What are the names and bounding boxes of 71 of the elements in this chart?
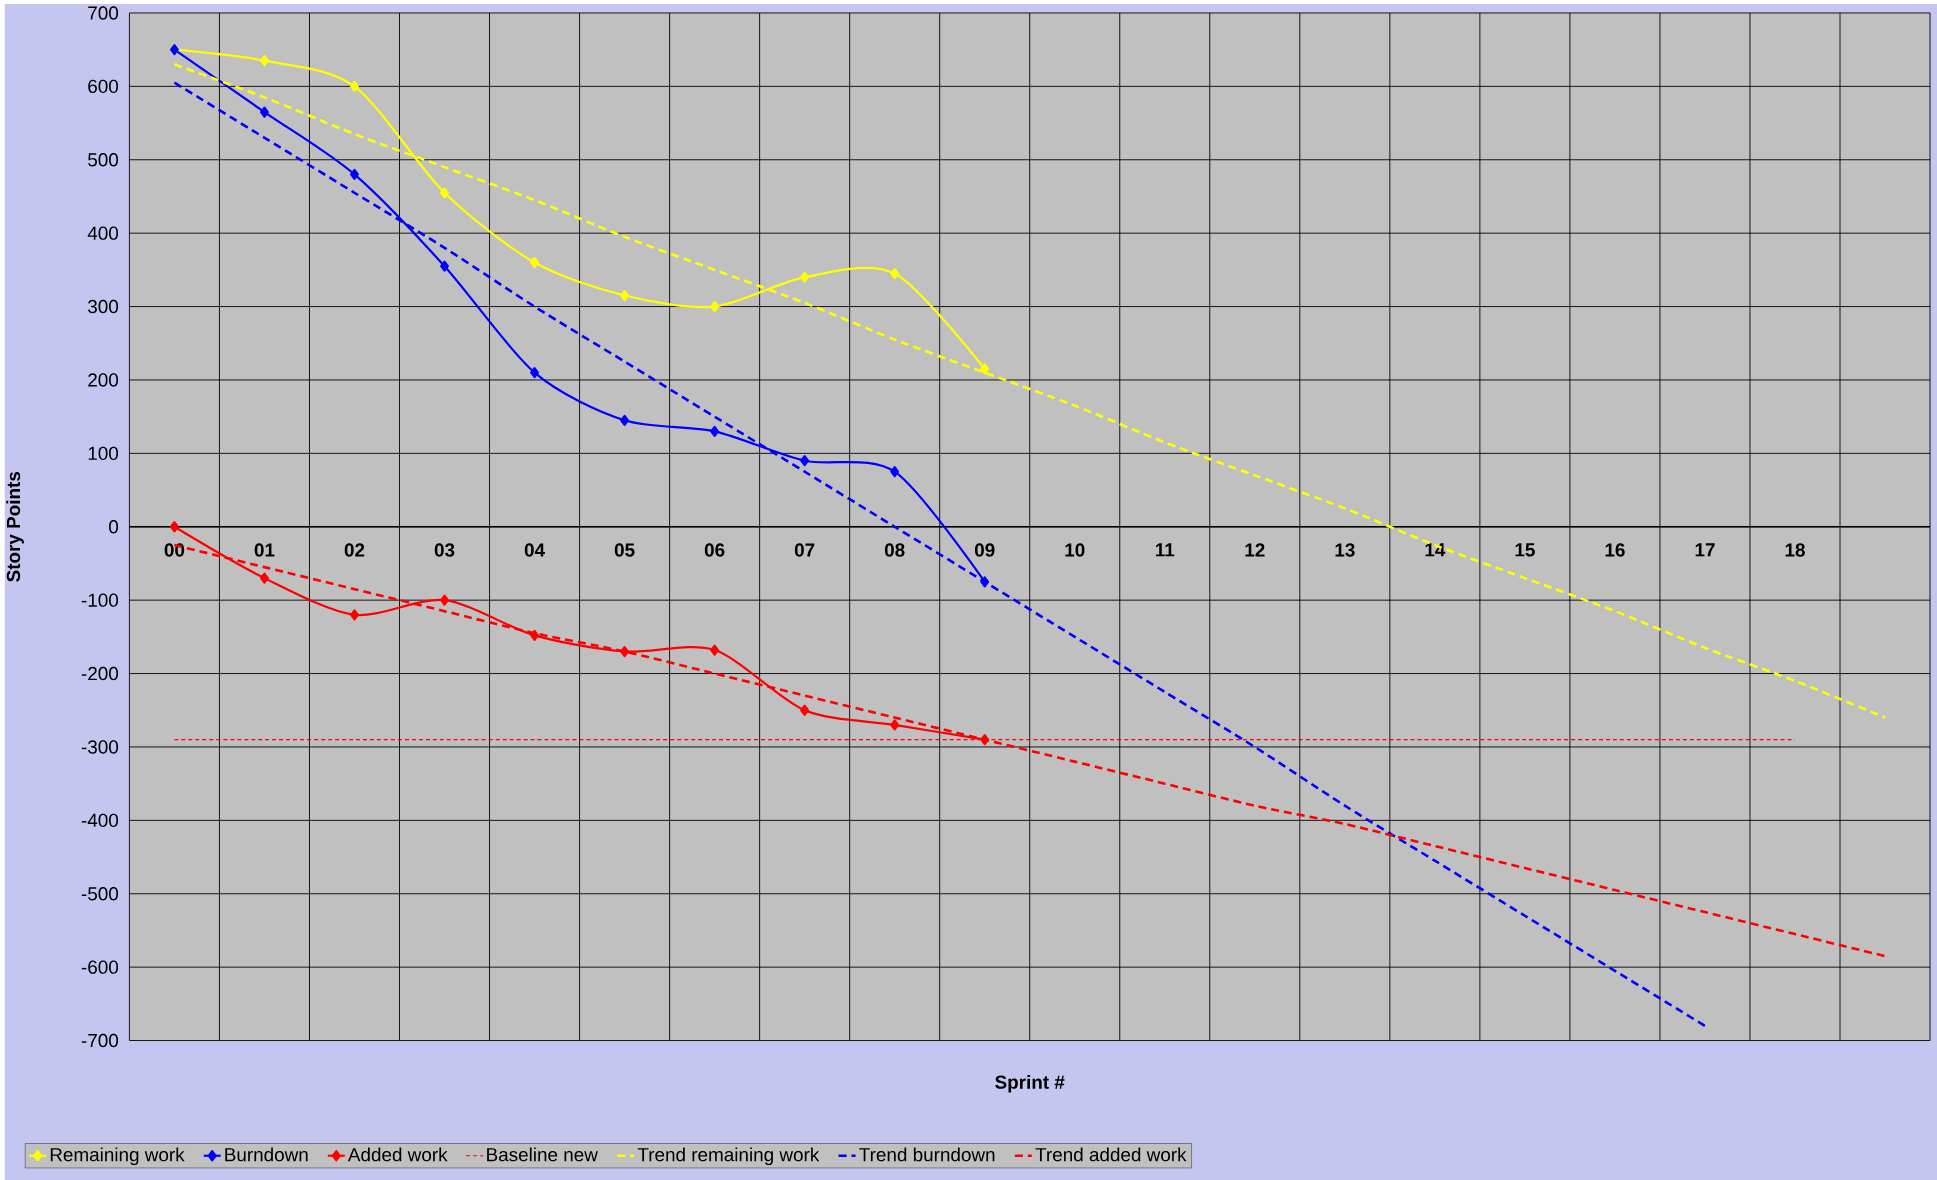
- point: [710, 644, 720, 656]
- point: [350, 80, 359, 92]
- point: [530, 629, 540, 641]
- x-tick-label: 11: [1155, 543, 1175, 557]
- y-tick-label: 100: [88, 446, 119, 460]
- point: [980, 363, 990, 375]
- x-tick-label: 09: [974, 543, 995, 557]
- y-tick-label: -100: [81, 593, 119, 607]
- x-tick-label: 03: [434, 543, 455, 557]
- point: [169, 521, 179, 533]
- point: [800, 455, 810, 467]
- x-tick-label: 06: [704, 543, 725, 557]
- legend-label: Trend added work: [1035, 1147, 1187, 1162]
- legend-label: Baseline new: [487, 1147, 598, 1162]
- point: [259, 572, 269, 584]
- x-tick-label: 02: [344, 543, 365, 557]
- point: [710, 425, 720, 437]
- legend-label: Trend burndown: [859, 1147, 995, 1162]
- x-tick-label: 01: [254, 543, 275, 557]
- point: [259, 106, 269, 118]
- y-tick-label: -500: [81, 886, 119, 901]
- point: [980, 733, 990, 746]
- legend-label: Trend remaining work: [637, 1147, 820, 1165]
- x-tick-label: 12: [1245, 543, 1265, 557]
- x-tick-label: 07: [794, 543, 815, 557]
- y-tick-label: 500: [88, 152, 119, 167]
- y-tick-label: 300: [88, 299, 119, 314]
- x-tick-label: 18: [1785, 543, 1805, 557]
- x-tick-label: 10: [1065, 543, 1085, 557]
- point: [620, 645, 630, 658]
- x-tick-label: 13: [1335, 543, 1355, 557]
- point: [620, 289, 630, 302]
- y-tick-label: -300: [81, 740, 119, 754]
- legend-label: Burndown: [225, 1147, 308, 1162]
- y-tick-label: -700: [81, 1033, 119, 1048]
- point: [440, 594, 449, 606]
- x-tick-label: 04: [524, 543, 545, 557]
- x-tick-label: 15: [1515, 543, 1535, 557]
- x-axis-title: Sprint #: [995, 1074, 1065, 1093]
- y-tick-label: 700: [88, 6, 119, 20]
- y-tick-label: 600: [88, 79, 119, 93]
- legend-label: Remaining work: [50, 1147, 185, 1165]
- point: [710, 300, 720, 313]
- point: [259, 54, 269, 67]
- point: [800, 271, 810, 283]
- point: [530, 256, 540, 269]
- x-tick-label: 17: [1695, 543, 1715, 557]
- y-tick-label: 200: [88, 373, 119, 387]
- point: [980, 576, 990, 588]
- point: [350, 168, 359, 180]
- x-tick-label: 08: [884, 543, 905, 557]
- x-tick-label: 00: [164, 543, 185, 557]
- y-tick-label: -600: [81, 960, 119, 974]
- x-tick-label: 05: [614, 543, 635, 557]
- point: [620, 414, 630, 426]
- point: [530, 366, 540, 379]
- y-tick-label: -400: [81, 813, 119, 827]
- y-tick-label: 400: [87, 226, 119, 240]
- y-axis-title: Story Points: [6, 471, 24, 582]
- x-tick-label: 14: [1425, 543, 1446, 557]
- point: [890, 719, 900, 731]
- point: [350, 609, 359, 621]
- x-tick-label: 16: [1605, 543, 1625, 557]
- point: [440, 187, 449, 199]
- point: [890, 466, 900, 478]
- point: [440, 260, 449, 272]
- y-tick-label: -200: [81, 666, 119, 681]
- point: [800, 704, 810, 716]
- y-tick-label: 0: [109, 519, 119, 534]
- legend-label: Added work: [347, 1147, 448, 1162]
- point: [890, 267, 900, 280]
